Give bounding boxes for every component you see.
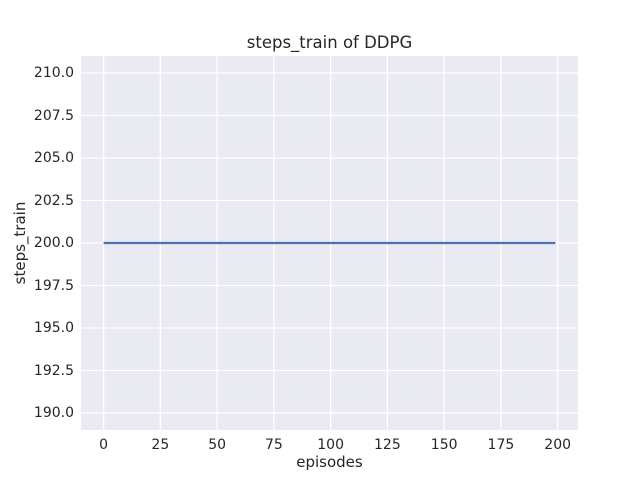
y-tick-label: 205.0 (33, 150, 74, 166)
x-tick-label: 25 (151, 437, 170, 453)
plot-area (81, 56, 578, 430)
y-tick-label: 200.0 (33, 235, 74, 251)
y-tick-label: 192.5 (33, 362, 74, 379)
x-tick-label: 75 (264, 437, 283, 453)
x-tick-label: 175 (487, 437, 515, 453)
y-tick-label: 197.5 (33, 277, 74, 294)
x-tick-label: 125 (374, 437, 401, 453)
y-tick-label: 195.0 (33, 320, 74, 336)
plot-canvas (81, 56, 578, 430)
y-tick-label: 207.5 (33, 107, 74, 124)
x-tick-label: 200 (544, 437, 572, 453)
y-tick-label: 190.0 (33, 405, 74, 421)
chart-title: steps_train of DDPG (246, 33, 413, 52)
x-tick-label: 0 (99, 437, 109, 453)
x-tick-label: 50 (208, 437, 227, 453)
y-axis-label: steps_train (11, 201, 29, 285)
x-tick-label: 150 (430, 437, 458, 453)
y-tick-label: 202.5 (33, 192, 74, 209)
x-axis-label: episodes (296, 453, 363, 471)
x-tick-label: 100 (317, 437, 344, 453)
y-tick-label: 210.0 (33, 65, 74, 81)
